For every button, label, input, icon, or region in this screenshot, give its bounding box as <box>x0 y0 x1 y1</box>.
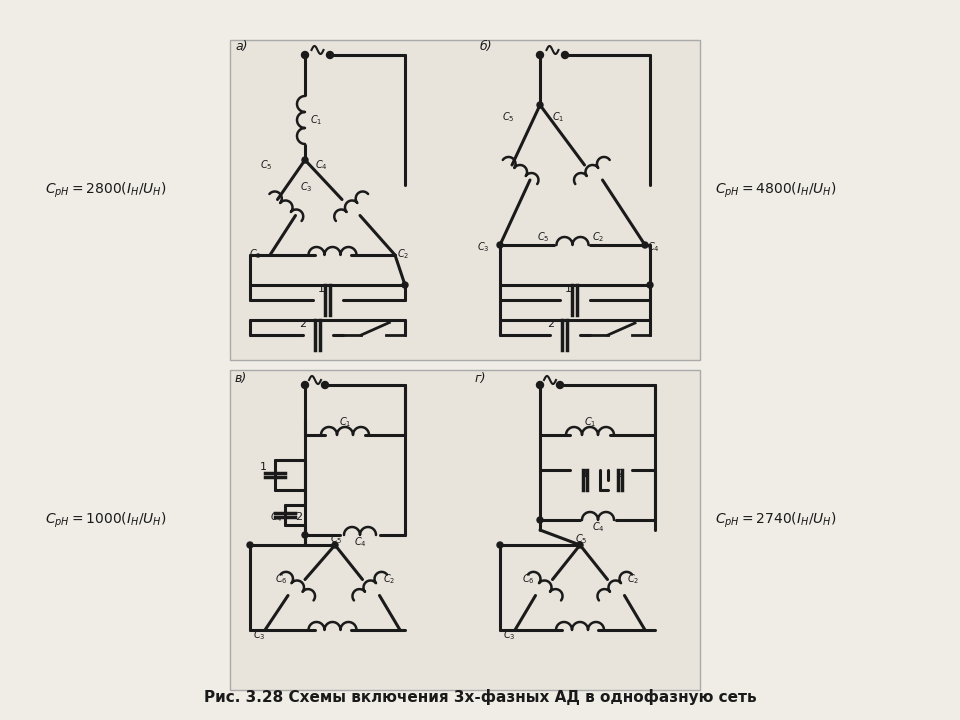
Circle shape <box>301 382 308 389</box>
Circle shape <box>562 52 568 58</box>
Text: $C_4$: $C_4$ <box>270 510 283 524</box>
Text: $C_1$: $C_1$ <box>339 415 351 429</box>
Text: а): а) <box>235 40 248 53</box>
Text: $C_1$: $C_1$ <box>310 113 323 127</box>
Text: 1: 1 <box>260 462 267 472</box>
Circle shape <box>537 517 543 523</box>
Circle shape <box>642 242 648 248</box>
Text: $C_4$: $C_4$ <box>353 535 367 549</box>
Text: $C_{рН} = 2800(I_{Н}/U_{Н})$: $C_{рН} = 2800(I_{Н}/U_{Н})$ <box>45 180 167 199</box>
Text: 1: 1 <box>565 284 572 294</box>
Circle shape <box>497 242 503 248</box>
Circle shape <box>497 542 503 548</box>
Text: 1: 1 <box>582 469 588 479</box>
Text: $C_5$: $C_5$ <box>538 230 550 244</box>
FancyBboxPatch shape <box>230 370 700 690</box>
Text: $C_4$: $C_4$ <box>591 520 605 534</box>
Text: $C_5$: $C_5$ <box>330 532 343 546</box>
Circle shape <box>537 102 543 108</box>
Text: $C_6$: $C_6$ <box>275 572 288 586</box>
Circle shape <box>332 542 338 548</box>
Text: 2: 2 <box>547 319 554 329</box>
Text: Рис. 3.28 Схемы включения 3х-фазных АД в однофазную сеть: Рис. 3.28 Схемы включения 3х-фазных АД в… <box>204 689 756 705</box>
Text: $C_1$: $C_1$ <box>552 110 564 124</box>
Circle shape <box>647 282 653 288</box>
Circle shape <box>302 532 308 538</box>
Text: $C_{рН} = 4800(I_{Н}/U_{Н})$: $C_{рН} = 4800(I_{Н}/U_{Н})$ <box>715 180 837 199</box>
Text: 1: 1 <box>318 284 324 294</box>
Text: 2: 2 <box>300 319 306 329</box>
Text: $C_3$: $C_3$ <box>477 240 490 254</box>
Text: 2: 2 <box>295 512 302 522</box>
Circle shape <box>326 52 333 58</box>
Circle shape <box>301 52 308 58</box>
Text: $C_2$: $C_2$ <box>382 572 395 586</box>
Circle shape <box>322 382 328 389</box>
Circle shape <box>537 52 543 58</box>
Text: $C_{рН} = 1000(I_{Н}/U_{Н})$: $C_{рН} = 1000(I_{Н}/U_{Н})$ <box>45 510 167 530</box>
Text: 2: 2 <box>616 469 624 479</box>
Text: в): в) <box>235 372 248 385</box>
Text: $C_5$: $C_5$ <box>502 110 515 124</box>
Text: $C_2$: $C_2$ <box>397 247 409 261</box>
Text: $C_1$: $C_1$ <box>584 415 596 429</box>
Text: $C_5$: $C_5$ <box>260 158 273 172</box>
Circle shape <box>577 542 583 548</box>
Text: г): г) <box>475 372 487 385</box>
Text: $C_3$: $C_3$ <box>250 247 262 261</box>
Circle shape <box>302 157 308 163</box>
Text: $C_{рН} = 2740(I_{Н}/U_{Н})$: $C_{рН} = 2740(I_{Н}/U_{Н})$ <box>715 510 837 530</box>
FancyBboxPatch shape <box>230 40 700 360</box>
Text: $C_2$: $C_2$ <box>628 572 640 586</box>
Text: $C_3$: $C_3$ <box>300 180 313 194</box>
Text: $C_3$: $C_3$ <box>503 628 516 642</box>
Text: $C_4$: $C_4$ <box>315 158 327 172</box>
Circle shape <box>557 382 564 389</box>
Text: б): б) <box>480 40 492 53</box>
Circle shape <box>537 382 543 389</box>
Text: $C_2$: $C_2$ <box>592 230 605 244</box>
Circle shape <box>402 282 408 288</box>
Text: $C_3$: $C_3$ <box>253 628 266 642</box>
Text: $C_4$: $C_4$ <box>647 240 660 254</box>
Text: $C_6$: $C_6$ <box>522 572 535 586</box>
Text: $C_5$: $C_5$ <box>575 532 588 546</box>
Circle shape <box>247 542 253 548</box>
